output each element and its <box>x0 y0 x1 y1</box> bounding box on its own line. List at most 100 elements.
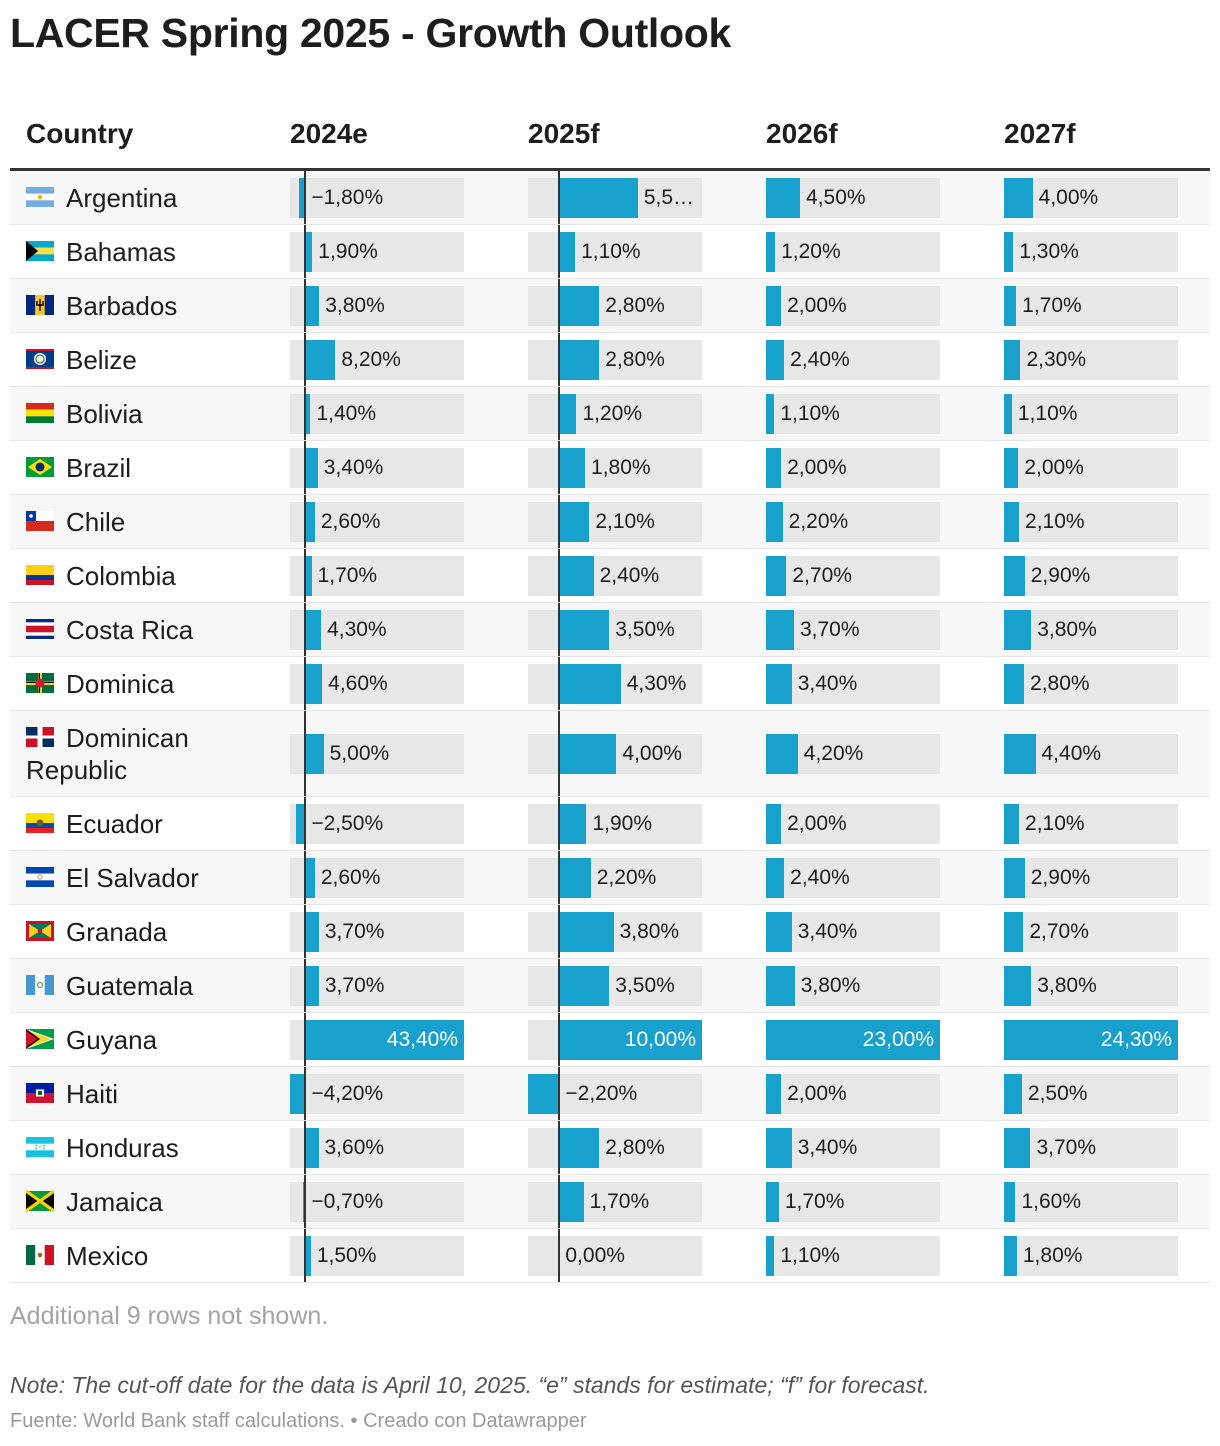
zero-line <box>304 959 307 1012</box>
value-cell-2024e: −2,50% <box>290 797 464 850</box>
value-cell-2026f: 2,70% <box>766 556 940 596</box>
value-label: 2,80% <box>605 348 665 371</box>
country-name: Dominica <box>66 669 175 699</box>
value-cell-2025f: 5,5… <box>528 171 702 224</box>
country-name: Ecuador <box>66 809 163 839</box>
bar <box>766 178 801 218</box>
value-cell-2025f: 1,90% <box>528 797 702 850</box>
argentina-flag-icon <box>26 183 54 211</box>
table-row: Bahamas 1,90% 1,10% 1,20% 1,30% <box>10 225 1210 279</box>
country-name: Brazil <box>66 453 132 483</box>
value-label: 3,70% <box>324 974 385 997</box>
zero-line <box>304 1121 307 1174</box>
zero-line <box>558 657 561 710</box>
value-label: 2,90% <box>1030 564 1091 587</box>
value-cell-2024e: 3,40% <box>290 441 464 494</box>
country-name: Jamaica <box>66 1187 163 1217</box>
zero-line <box>558 549 561 602</box>
bar <box>766 912 792 952</box>
column-header-country[interactable]: Country <box>26 118 134 149</box>
zero-line <box>304 549 307 602</box>
value-cell-2027f: 3,80% <box>1004 966 1178 1006</box>
value-label: 0,00% <box>565 1244 625 1267</box>
bar <box>1004 1236 1017 1276</box>
country-guyana: Guyana <box>26 1024 256 1056</box>
bar <box>766 1182 779 1222</box>
bar <box>559 502 590 542</box>
country-name: Costa Rica <box>66 615 194 645</box>
value-label: 2,50% <box>1027 1082 1088 1105</box>
bar <box>1004 734 1036 774</box>
column-header-2027f[interactable]: 2027f <box>1004 118 1076 149</box>
value-label: 2,80% <box>605 1136 665 1159</box>
bar <box>1004 1020 1178 1060</box>
value-label: 2,70% <box>1029 920 1089 943</box>
value-cell-2024e: 3,70% <box>290 905 464 958</box>
column-header-2025f[interactable]: 2025f <box>528 118 600 149</box>
bar <box>290 1074 306 1114</box>
value-cell-2025f: 1,20% <box>528 387 702 440</box>
barbados-flag-icon <box>26 291 54 319</box>
value-label: 3,40% <box>797 920 858 943</box>
el-salvador-flag-icon <box>26 863 54 891</box>
bar <box>305 912 319 952</box>
bar <box>766 610 794 650</box>
value-cell-2024e: 3,70% <box>290 959 464 1012</box>
value-cell-2027f: 2,30% <box>1004 340 1178 380</box>
table-row: Ecuador −2,50% 1,90% 2,00% 2,10% <box>10 797 1210 851</box>
column-header-2026f[interactable]: 2026f <box>766 118 838 149</box>
value-label: 3,50% <box>615 974 675 997</box>
value-cell-2027f: 2,90% <box>1004 858 1178 898</box>
value-label: 4,30% <box>327 618 387 641</box>
value-cell-2025f: 1,10% <box>528 225 702 278</box>
value-cell-2025f: 2,80% <box>528 1121 702 1174</box>
value-cell-2025f: 4,30% <box>528 657 702 710</box>
bar <box>1004 502 1020 542</box>
value-label: 1,70% <box>1022 294 1082 317</box>
value-cell-2025f: 2,80% <box>528 333 702 386</box>
value-label: 3,40% <box>323 456 384 479</box>
value-cell-2027f: 3,80% <box>1004 610 1178 650</box>
rows-not-shown-note: Additional 9 rows not shown. <box>10 1302 329 1330</box>
chile-flag-icon <box>26 507 54 535</box>
country-granada: Granada <box>26 916 256 948</box>
bar <box>559 178 638 218</box>
table-row: Guyana 43,40% 10,00% 23,00% 24,30% <box>10 1013 1210 1067</box>
bar <box>296 804 306 844</box>
value-cell-2024e: −1,80% <box>290 171 464 224</box>
country-dominican-republic: Dominican Republic <box>26 722 256 786</box>
zero-line <box>558 441 561 494</box>
value-label: 4,60% <box>328 672 388 695</box>
bahamas-flag-icon <box>26 237 54 265</box>
column-header-2024e[interactable]: 2024e <box>290 118 368 149</box>
value-label: 3,70% <box>324 920 385 943</box>
bar <box>1004 232 1014 272</box>
bar <box>559 394 577 434</box>
bar <box>559 286 600 326</box>
bar <box>766 448 782 488</box>
value-label: 2,40% <box>790 348 850 371</box>
value-cell-2027f: 4,40% <box>1004 734 1178 774</box>
value-label: −0,70% <box>311 1190 384 1213</box>
value-label: 3,70% <box>1036 1136 1097 1159</box>
value-cell-2026f: 2,00% <box>766 286 940 326</box>
value-label: 2,10% <box>595 510 655 533</box>
value-label: 2,60% <box>320 510 381 533</box>
bar <box>298 178 306 218</box>
zero-line <box>558 959 561 1012</box>
value-label: 3,60% <box>324 1136 385 1159</box>
table-row: El Salvador 2,60% 2,20% 2,40% 2,90% <box>10 851 1210 905</box>
bar <box>559 664 621 704</box>
value-label: 3,50% <box>615 618 675 641</box>
zero-line <box>558 279 561 332</box>
country-honduras: Honduras <box>26 1132 256 1164</box>
value-cell-2025f: 2,80% <box>528 279 702 332</box>
value-cell-2024e: 5,00% <box>290 711 464 796</box>
value-label: 3,80% <box>800 974 861 997</box>
value-label: 3,80% <box>1037 618 1097 641</box>
zero-line <box>304 279 307 332</box>
country-bahamas: Bahamas <box>26 236 256 268</box>
country-name: Chile <box>66 507 126 537</box>
bar <box>559 610 610 650</box>
chart-title: LACER Spring 2025 - Growth Outlook <box>10 10 732 56</box>
